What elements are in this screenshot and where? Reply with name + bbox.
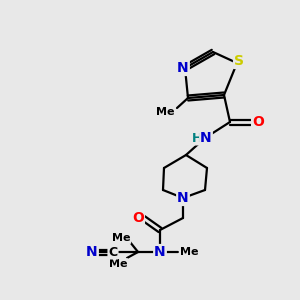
Text: Me: Me bbox=[180, 247, 198, 257]
Text: C: C bbox=[108, 245, 118, 259]
Text: O: O bbox=[252, 115, 264, 129]
Text: N: N bbox=[177, 61, 189, 75]
Text: N: N bbox=[200, 131, 212, 145]
Text: O: O bbox=[132, 211, 144, 225]
Text: S: S bbox=[234, 54, 244, 68]
Text: Me: Me bbox=[112, 233, 130, 243]
Text: N: N bbox=[154, 245, 166, 259]
Text: H: H bbox=[192, 131, 202, 145]
Text: Me: Me bbox=[109, 259, 127, 269]
Text: N: N bbox=[86, 245, 98, 259]
Text: N: N bbox=[177, 191, 189, 205]
Text: Me: Me bbox=[156, 107, 174, 117]
